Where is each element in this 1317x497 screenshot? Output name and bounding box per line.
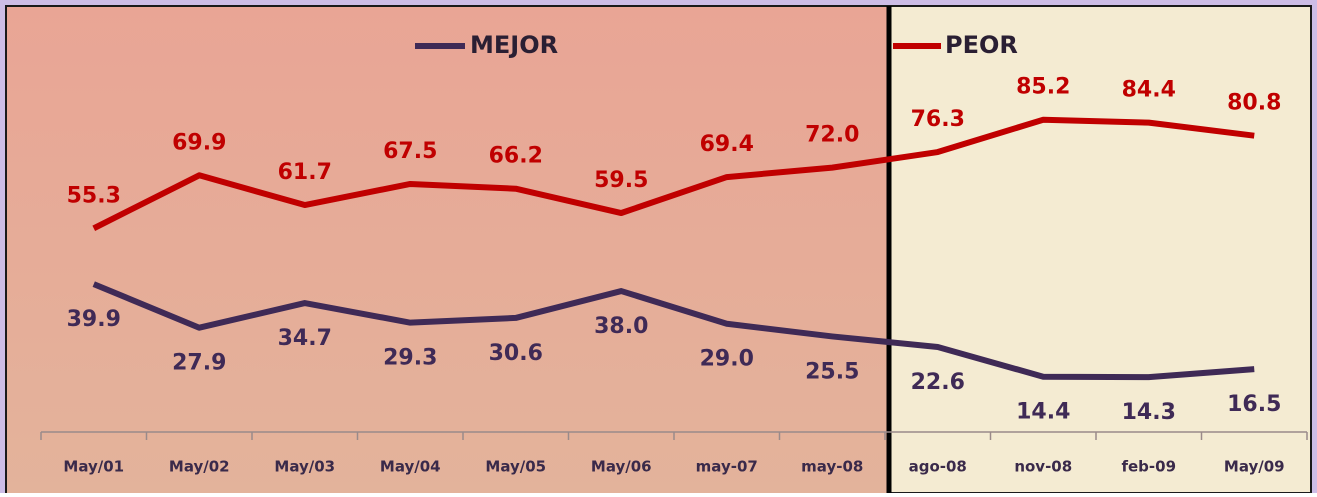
series-line — [92, 116, 1255, 231]
data-label: 29.3 — [383, 346, 437, 371]
legend: MEJOR PEOR — [415, 31, 1018, 59]
legend-label: MEJOR — [470, 31, 558, 59]
data-label: 59.5 — [594, 168, 648, 193]
legend-label: PEOR — [945, 31, 1018, 59]
data-label: 25.5 — [805, 359, 859, 384]
x-tick-label: May/01 — [63, 458, 124, 476]
data-label: 29.0 — [700, 347, 754, 372]
data-label: 34.7 — [278, 326, 332, 351]
data-label: 14.4 — [1016, 400, 1070, 425]
x-tick-label: May/02 — [169, 458, 230, 476]
x-tick-label: may-08 — [801, 458, 863, 476]
data-label: 76.3 — [911, 107, 965, 132]
x-tick-label: feb-09 — [1121, 458, 1176, 476]
data-label: 80.8 — [1227, 91, 1281, 116]
data-label: 69.4 — [700, 132, 754, 157]
data-label: 27.9 — [172, 351, 226, 376]
x-tick-label: may-07 — [696, 458, 758, 476]
data-label: 39.9 — [67, 307, 121, 332]
series-line — [92, 281, 1255, 381]
x-tick-label: May/05 — [485, 458, 546, 476]
x-tick-label: May/06 — [591, 458, 652, 476]
data-label: 14.3 — [1122, 400, 1176, 425]
data-label: 69.9 — [172, 130, 226, 155]
data-label: 85.2 — [1016, 75, 1070, 100]
data-label: 38.0 — [594, 314, 648, 339]
data-label: 67.5 — [383, 139, 437, 164]
x-tick-label: nov-08 — [1014, 458, 1072, 476]
data-label: 30.6 — [489, 341, 543, 366]
data-label: 72.0 — [805, 123, 859, 148]
data-label: 61.7 — [278, 160, 332, 185]
shaded-region — [7, 7, 889, 493]
x-tick-label: ago-08 — [909, 458, 967, 476]
data-label: 16.5 — [1227, 392, 1281, 417]
data-label: 22.6 — [911, 370, 965, 395]
data-label: 84.4 — [1122, 78, 1176, 103]
x-tick-label: May/04 — [380, 458, 441, 476]
x-tick-label: May/03 — [274, 458, 335, 476]
data-label: 55.3 — [67, 183, 121, 208]
data-label: 66.2 — [489, 144, 543, 169]
x-tick-label: May/09 — [1224, 458, 1285, 476]
